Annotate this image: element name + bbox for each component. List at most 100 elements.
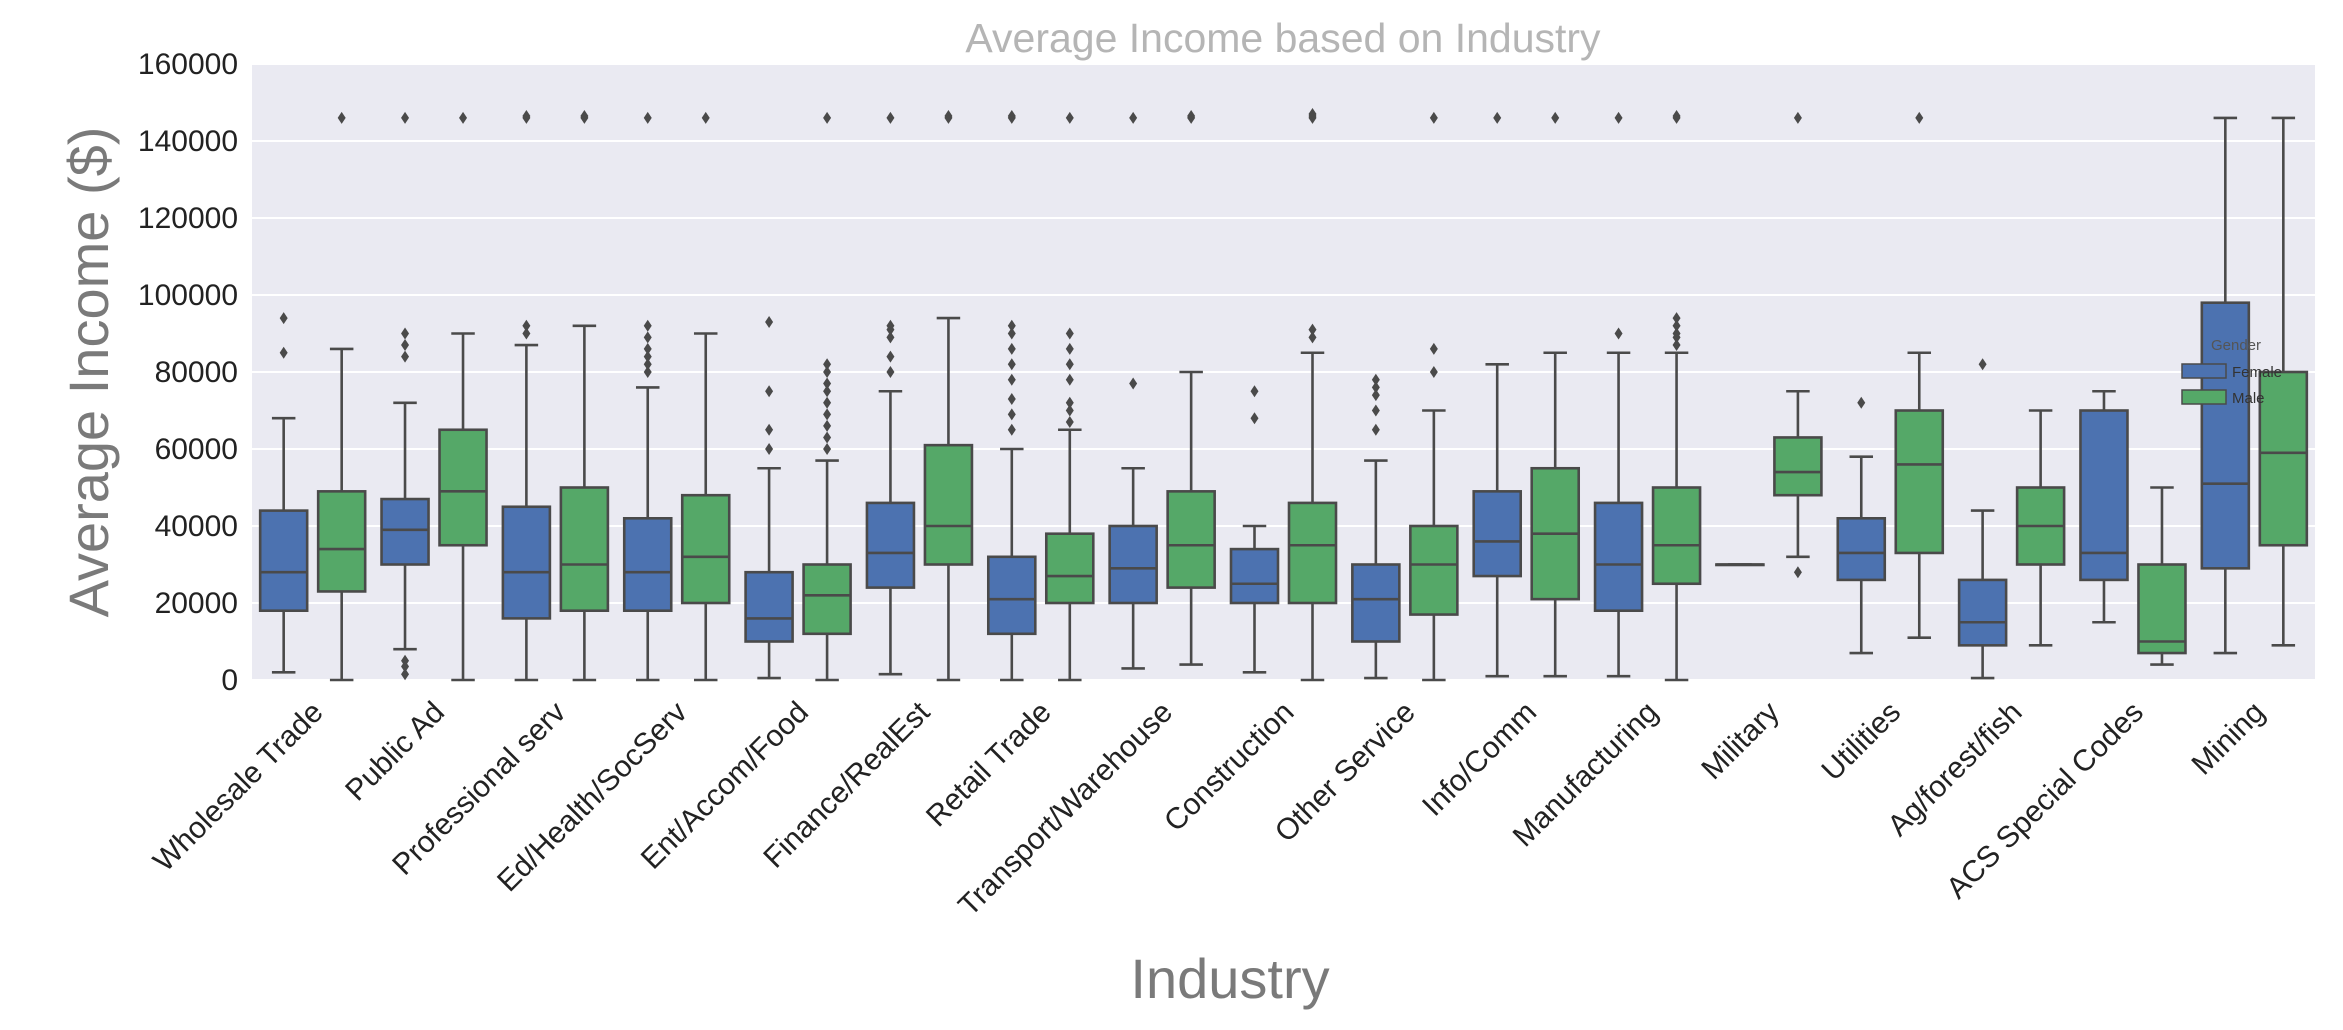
- box-male-11-flier-0: [1672, 339, 1681, 352]
- box-male-6-flier-2: [1065, 396, 1074, 409]
- box-male-4-flier-4: [823, 396, 832, 409]
- box-male-15-iqr: [2137, 563, 2187, 655]
- box-female-5-iqr: [865, 501, 916, 589]
- box-male-11-flier-4: [1672, 312, 1681, 325]
- box-male-12-flier-1: [1793, 111, 1802, 124]
- box-male-4-flier-2: [823, 419, 832, 432]
- box-male-16-iqr: [2258, 370, 2309, 547]
- legend-label-female: Female: [2232, 364, 2282, 381]
- box-female-5-flier-2: [886, 331, 895, 344]
- box-female-6-flier-3: [1007, 373, 1016, 386]
- box-female-6-flier-4: [1007, 358, 1016, 371]
- box-male-4-flier-5: [823, 385, 832, 398]
- box-male-8-flier-0: [1308, 331, 1317, 344]
- box-female-14-flier-0: [1978, 358, 1987, 371]
- box-female-6-flier-1: [1007, 408, 1016, 421]
- x-tick-label-16: Mining: [2185, 696, 2271, 782]
- box-female-1-iqr: [380, 497, 430, 566]
- x-axis-label: Industry: [1130, 947, 1329, 1010]
- y-axis-label: Average Income ($): [57, 127, 120, 618]
- box-male-12-iqr: [1773, 436, 1823, 497]
- box-female-9-flier-4: [1371, 373, 1380, 386]
- box-male-9-iqr: [1409, 524, 1459, 616]
- box-female-5-flier-4: [886, 319, 895, 332]
- box-female-6-flier-0: [1007, 423, 1016, 436]
- box-male-2-flier-1: [580, 109, 589, 122]
- box-male-11-flier-6: [1672, 109, 1681, 122]
- box-male-6-flier-0: [1065, 416, 1074, 429]
- box-male-1-iqr: [438, 428, 488, 547]
- y-tick-label-0: 0: [221, 664, 238, 697]
- y-tick-label-1: 20000: [155, 587, 238, 620]
- y-tick-label-6: 120000: [138, 202, 238, 235]
- box-female-0-flier-0: [279, 346, 288, 359]
- box-female-8-flier-0: [1250, 412, 1259, 425]
- box-female-5-flier-5: [886, 111, 895, 124]
- box-female-8-flier-1: [1250, 385, 1259, 398]
- box-female-8-iqr: [1229, 547, 1280, 605]
- box-male-4-flier-6: [823, 377, 832, 390]
- box-female-14-iqr: [1957, 578, 2008, 647]
- box-male-4-flier-0: [823, 443, 832, 455]
- box-male-6-flier-6: [1065, 327, 1074, 340]
- box-female-1-flier-2: [401, 654, 410, 667]
- x-tick-label-7: Transport/Warehouse: [952, 696, 1179, 923]
- box-male-9-flier-0: [1429, 366, 1438, 378]
- x-tick-label-15: ACS Special Codes: [1940, 696, 2150, 906]
- box-female-9-flier-2: [1371, 389, 1380, 402]
- box-female-6-flier-5: [1007, 342, 1016, 355]
- x-tick-label-6: Retail Trade: [920, 696, 1058, 834]
- box-female-5-flier-0: [886, 366, 895, 378]
- box-female-3-flier-6: [643, 111, 652, 124]
- box-female-10-flier-0: [1493, 111, 1502, 124]
- legend: Gender Female Male: [2181, 337, 2282, 407]
- box-female-0-flier-1: [279, 312, 288, 325]
- box-male-6-flier-5: [1065, 342, 1074, 355]
- y-tick-label-2: 40000: [155, 510, 238, 543]
- box-female-7-flier-0: [1129, 377, 1138, 390]
- box-female-3-flier-5: [643, 319, 652, 332]
- box-male-4-flier-8: [823, 358, 832, 371]
- box-male-6-flier-4: [1065, 358, 1074, 371]
- y-tick-labels: 0 20000 40000 60000 80000 100000 120000 140000 1…: [138, 48, 238, 697]
- box-female-3-flier-2: [643, 350, 652, 363]
- box-female-6-iqr: [986, 555, 1037, 636]
- box-male-11-iqr: [1651, 486, 1702, 586]
- box-female-1-flier-3: [401, 350, 410, 363]
- box-female-13-iqr: [1836, 516, 1887, 582]
- box-female-9-flier-0: [1371, 423, 1380, 436]
- x-tick-label-12: Military: [1695, 696, 1786, 787]
- x-tick-label-0: Wholesale Trade: [147, 696, 330, 879]
- box-female-6-flier-7: [1007, 319, 1016, 332]
- box-female-3-flier-4: [643, 331, 652, 344]
- box-male-5-flier-1: [944, 109, 953, 122]
- box-female-9-flier-3: [1371, 381, 1380, 394]
- box-female-4-flier-0: [765, 443, 774, 455]
- box-female-0-iqr: [258, 509, 309, 613]
- box-female-10-iqr: [1472, 490, 1523, 578]
- box-male-7-iqr: [1166, 490, 1216, 589]
- box-male-4-flier-9: [823, 111, 832, 124]
- box-male-8-flier-4: [1308, 108, 1317, 121]
- legend-title: Gender: [2211, 337, 2261, 354]
- box-female-1-flier-6: [401, 111, 410, 124]
- box-male-1-flier-0: [459, 111, 468, 124]
- box-female-4-iqr: [744, 570, 794, 643]
- box-female-9-iqr: [1351, 563, 1401, 643]
- box-female-9-flier-1: [1371, 404, 1380, 417]
- box-male-6-flier-1: [1065, 404, 1074, 417]
- box-male-0-flier-0: [337, 111, 346, 124]
- box-male-10-flier-0: [1551, 111, 1560, 124]
- box-female-16-iqr: [2200, 301, 2251, 570]
- box-female-3-iqr: [622, 516, 673, 612]
- y-tick-label-3: 60000: [155, 433, 238, 466]
- box-male-8-iqr: [1287, 501, 1338, 605]
- box-male-6-flier-7: [1065, 111, 1074, 124]
- box-male-6-iqr: [1044, 532, 1095, 605]
- box-male-5-iqr: [923, 443, 974, 566]
- y-tick-label-4: 80000: [155, 356, 238, 389]
- box-male-9-flier-2: [1429, 111, 1438, 124]
- box-male-4-flier-7: [823, 366, 832, 378]
